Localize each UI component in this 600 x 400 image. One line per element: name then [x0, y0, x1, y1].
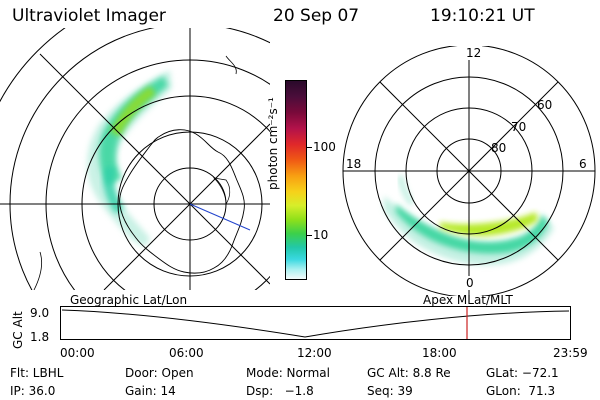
mlat-label-70: 70 — [511, 120, 527, 134]
sun-direction-line — [189, 203, 251, 231]
time-tick: 00:00 — [60, 346, 95, 360]
geographic-image-panel — [0, 28, 270, 290]
altitude-ytick: 1.8 — [30, 330, 50, 344]
altitude-ylabel: GC Alt — [11, 311, 25, 349]
mlt-label-0: 0 — [466, 276, 474, 290]
aurora-emission-geographic — [87, 70, 172, 246]
gain-info: Gain: 14 — [125, 384, 176, 398]
glon-info: GLon: 71.3 — [486, 384, 556, 398]
coastline-fragment — [225, 55, 237, 75]
intensity-colorbar — [285, 80, 307, 280]
altitude-timeline-plot — [60, 306, 571, 340]
colorbar-tick-label: 10 — [313, 228, 329, 242]
magnetic-caption: Apex MLat/MLT — [423, 293, 513, 307]
gc-alt-info: GC Alt: 8.8 Re — [367, 366, 451, 380]
antarctica-coastline — [119, 129, 245, 274]
ip-info: IP: 36.0 — [10, 384, 56, 398]
seq-info: Seq: 39 — [367, 384, 413, 398]
coastline-detail — [212, 177, 231, 206]
magnetic-polar-plot — [342, 46, 596, 296]
instrument-title: Ultraviolet Imager — [12, 6, 166, 26]
glat-info: GLat: −72.1 — [486, 366, 559, 380]
observation-date: 20 Sep 07 — [273, 6, 360, 26]
mlat-label-80: 80 — [491, 141, 507, 155]
mlt-label-6: 6 — [579, 157, 587, 171]
mlt-label-12: 12 — [465, 46, 483, 60]
mlt-meridians — [343, 46, 595, 296]
time-tick: 18:00 — [422, 346, 457, 360]
mlat-label-60: 60 — [537, 98, 553, 112]
colorbar-unit-label: photon cm⁻²s⁻¹ — [266, 97, 280, 190]
time-tick: 12:00 — [297, 346, 332, 360]
colorbar-tick — [306, 147, 312, 148]
aurora-emission-magnetic — [384, 175, 554, 266]
colorbar-tick-label: 100 — [313, 140, 336, 154]
mlt-label-18: 18 — [346, 157, 362, 171]
time-tick: 06:00 — [169, 346, 204, 360]
longitude-grid — [0, 28, 270, 290]
time-tick: 23:59 — [553, 346, 588, 360]
geographic-caption: Geographic Lat/Lon — [70, 293, 188, 307]
altitude-curve — [61, 309, 570, 338]
observation-time: 19:10:21 UT — [430, 6, 535, 26]
colorbar-tick — [306, 235, 312, 236]
altitude-ytick: 9.0 — [30, 306, 50, 320]
mode-info: Mode: Normal — [246, 366, 330, 380]
dsp-info: Dsp: −1.8 — [246, 384, 314, 398]
coastline-fragment — [33, 251, 42, 290]
filter-info: Flt: LBHL — [10, 366, 64, 380]
door-info: Door: Open — [125, 366, 194, 380]
